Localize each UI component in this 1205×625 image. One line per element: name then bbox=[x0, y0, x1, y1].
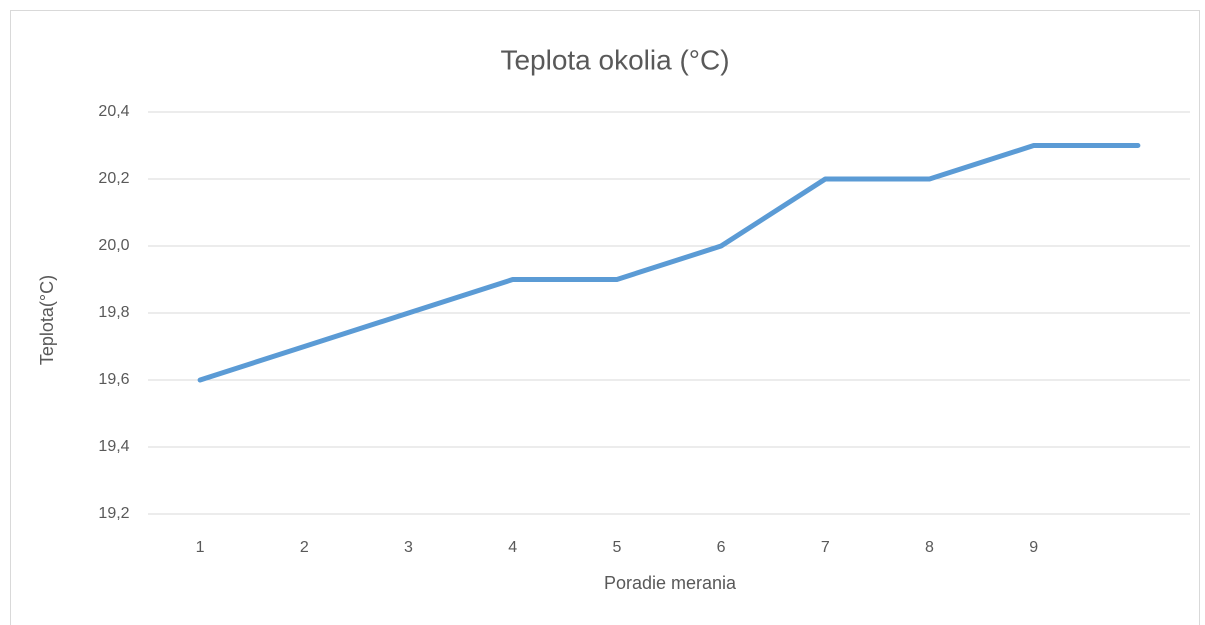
chart-title: Teplota okolia (°C) bbox=[500, 44, 729, 75]
chart-frame bbox=[10, 10, 1200, 625]
x-tick-label: 5 bbox=[612, 539, 621, 556]
data-line bbox=[197, 143, 1141, 383]
x-tick-label: 3 bbox=[404, 539, 413, 556]
x-tick-label: 2 bbox=[300, 539, 309, 556]
x-axis-label: Poradie merania bbox=[604, 573, 737, 593]
y-tick-label: 19,2 bbox=[98, 505, 129, 522]
x-tick-label: 6 bbox=[717, 539, 726, 556]
x-tick-label: 4 bbox=[508, 539, 517, 556]
y-tick-label: 19,6 bbox=[98, 371, 129, 388]
x-tick-label: 8 bbox=[925, 539, 934, 556]
y-tick-label: 20,4 bbox=[98, 103, 129, 120]
y-tick-label: 19,4 bbox=[98, 438, 129, 455]
y-axis-label: Teplota(°C) bbox=[37, 275, 57, 365]
x-tick-label: 9 bbox=[1029, 539, 1038, 556]
x-tick-label: 1 bbox=[196, 539, 205, 556]
y-tick-label: 20,2 bbox=[98, 170, 129, 187]
y-tick-label: 19,8 bbox=[98, 304, 129, 321]
y-tick-label: 20,0 bbox=[98, 237, 129, 254]
x-tick-label: 7 bbox=[821, 539, 830, 556]
